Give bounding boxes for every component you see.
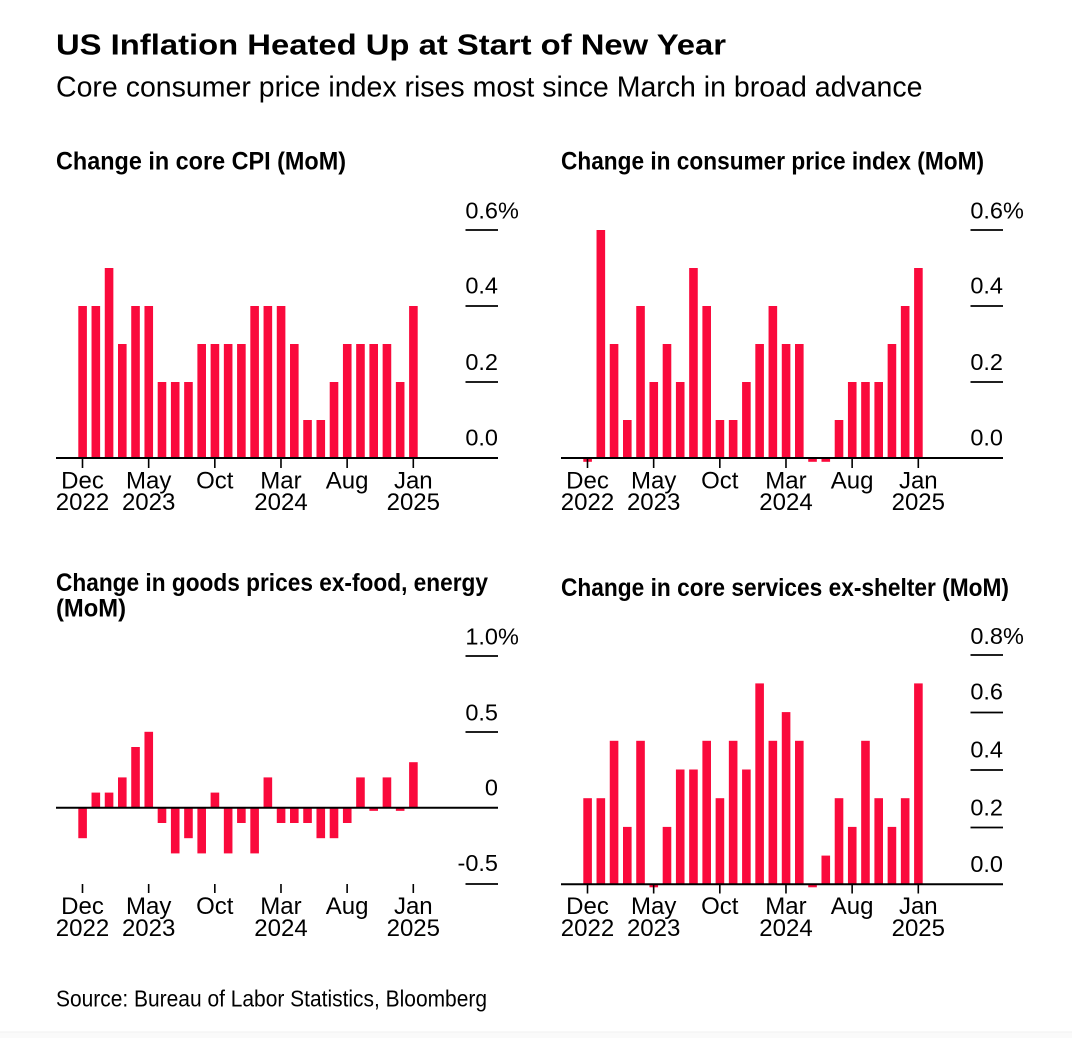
svg-text:Jan: Jan	[899, 893, 938, 920]
svg-text:Oct: Oct	[701, 893, 739, 920]
svg-text:0.4: 0.4	[465, 273, 498, 299]
svg-text:Change in consumer price index: Change in consumer price index (MoM)	[561, 148, 984, 176]
svg-text:%: %	[498, 623, 519, 649]
svg-text:2024: 2024	[254, 915, 307, 942]
svg-text:2023: 2023	[627, 489, 680, 516]
svg-text:0.6: 0.6	[970, 679, 1003, 705]
svg-text:Jan: Jan	[394, 893, 433, 920]
svg-text:2023: 2023	[122, 915, 175, 942]
svg-text:0.2: 0.2	[970, 349, 1003, 375]
svg-text:0.5: 0.5	[465, 699, 498, 725]
svg-text:Dec: Dec	[566, 467, 609, 494]
svg-text:2022: 2022	[561, 915, 614, 942]
svg-text:Mar: Mar	[260, 467, 301, 494]
svg-text:Mar: Mar	[765, 467, 806, 494]
svg-text:Oct: Oct	[196, 893, 234, 920]
svg-text:2025: 2025	[892, 915, 945, 942]
svg-text:May: May	[126, 893, 171, 920]
svg-text:Change in core CPI (MoM): Change in core CPI (MoM)	[56, 148, 346, 176]
svg-text:Mar: Mar	[260, 893, 301, 920]
svg-text:%: %	[498, 197, 519, 223]
svg-text:%: %	[1003, 623, 1024, 649]
svg-text:US Inflation Heated Up at Star: US Inflation Heated Up at Start of New Y…	[56, 30, 726, 62]
svg-text:0.6: 0.6	[465, 197, 498, 223]
svg-text:2025: 2025	[387, 489, 440, 516]
svg-text:Aug: Aug	[831, 893, 874, 920]
svg-text:2023: 2023	[122, 489, 175, 516]
svg-text:2023: 2023	[627, 915, 680, 942]
svg-text:Source: Bureau of Labor Statis: Source: Bureau of Labor Statistics, Bloo…	[56, 986, 487, 1012]
svg-text:0.0: 0.0	[465, 424, 498, 450]
svg-text:0.6: 0.6	[970, 197, 1003, 223]
svg-text:2024: 2024	[759, 489, 812, 516]
svg-text:0: 0	[485, 774, 498, 800]
svg-text:Oct: Oct	[701, 467, 739, 494]
svg-text:0.0: 0.0	[970, 851, 1003, 877]
svg-text:0.4: 0.4	[970, 273, 1003, 299]
svg-text:0.4: 0.4	[970, 736, 1003, 762]
svg-text:May: May	[126, 467, 171, 494]
svg-text:(MoM): (MoM)	[56, 595, 126, 623]
svg-text:0.0: 0.0	[970, 424, 1003, 450]
svg-text:Mar: Mar	[765, 893, 806, 920]
svg-text:Jan: Jan	[899, 467, 938, 494]
svg-text:Dec: Dec	[61, 893, 104, 920]
svg-text:Change in goods prices ex-food: Change in goods prices ex-food, energy	[56, 569, 488, 597]
svg-text:2025: 2025	[892, 489, 945, 516]
svg-text:May: May	[631, 467, 676, 494]
svg-text:Dec: Dec	[566, 893, 609, 920]
svg-text:2024: 2024	[759, 915, 812, 942]
svg-text:Aug: Aug	[831, 467, 874, 494]
svg-text:2022: 2022	[561, 489, 614, 516]
svg-text:0.2: 0.2	[465, 349, 498, 375]
svg-text:2022: 2022	[56, 915, 109, 942]
svg-text:Aug: Aug	[326, 893, 369, 920]
svg-text:%: %	[1003, 197, 1024, 223]
svg-text:2025: 2025	[387, 915, 440, 942]
svg-text:Core consumer price index rise: Core consumer price index rises most sin…	[56, 72, 922, 104]
svg-text:Jan: Jan	[394, 467, 433, 494]
svg-text:0.8: 0.8	[970, 623, 1003, 649]
svg-text:2022: 2022	[56, 489, 109, 516]
svg-text:May: May	[631, 893, 676, 920]
svg-text:Change in core services ex-she: Change in core services ex-shelter (MoM)	[561, 574, 1009, 602]
svg-text:2024: 2024	[254, 489, 307, 516]
svg-text:Dec: Dec	[61, 467, 104, 494]
svg-text:-0.5: -0.5	[458, 850, 499, 876]
svg-text:Aug: Aug	[326, 467, 369, 494]
svg-text:0.2: 0.2	[970, 794, 1003, 820]
svg-text:1.0: 1.0	[465, 623, 498, 649]
svg-text:Oct: Oct	[196, 467, 234, 494]
